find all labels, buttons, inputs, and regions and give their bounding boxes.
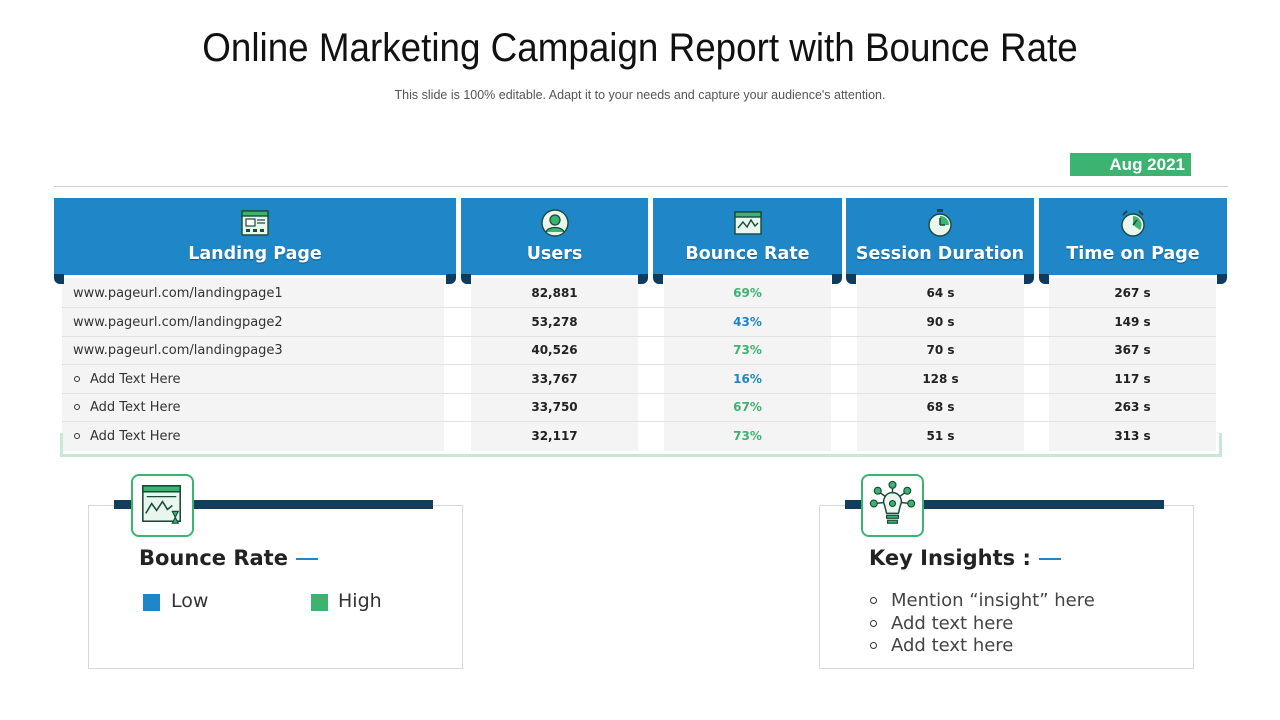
chart-window-icon xyxy=(733,211,762,235)
lightbulb-network-icon xyxy=(869,480,916,524)
column-header-label: Users xyxy=(526,244,583,264)
legend-label-low: Low xyxy=(171,590,209,612)
bounce-cell: 73% xyxy=(733,429,762,443)
bounce-card-title: Bounce Rate xyxy=(139,546,318,570)
column-header-label: Landing Page xyxy=(188,244,322,264)
table-bottom-frame xyxy=(60,433,1222,457)
user-icon xyxy=(540,209,569,237)
bullet-icon xyxy=(74,432,80,439)
column-header-label: Time on Page xyxy=(1066,244,1200,264)
users-cell: 40,526 xyxy=(531,343,578,357)
bullet-icon xyxy=(74,375,80,382)
bounce-cell: 16% xyxy=(733,372,762,386)
insight-item: Add text here xyxy=(870,613,1013,634)
divider xyxy=(54,186,1228,187)
legend-swatch-high xyxy=(311,594,328,611)
session-cell: 90 s xyxy=(926,315,955,329)
row-divider xyxy=(62,421,1216,422)
insight-item: Mention “insight” here xyxy=(870,590,1095,611)
page-subtitle: This slide is 100% editable. Adapt it to… xyxy=(394,88,886,102)
users-cell: 32,117 xyxy=(531,429,578,443)
column-header-label: Bounce Rate xyxy=(685,244,810,264)
bounce-cell: 73% xyxy=(733,343,762,357)
clock-icon xyxy=(928,209,952,237)
time-cell: 149 s xyxy=(1114,315,1151,329)
insights-card-icon-frame xyxy=(861,474,924,537)
legend-swatch-low xyxy=(143,594,160,611)
web-page-icon xyxy=(241,210,269,236)
time-cell: 263 s xyxy=(1114,400,1151,414)
landing-page-cell: www.pageurl.com/landingpage3 xyxy=(73,343,283,358)
bounce-card-icon-frame xyxy=(131,474,194,537)
column-header-session-duration: Session Duration xyxy=(846,198,1034,284)
legend-label-high: High xyxy=(338,590,382,612)
time-cell: 313 s xyxy=(1114,429,1151,443)
card-accent-bar xyxy=(114,500,433,509)
insights-card-title: Key Insights : xyxy=(869,546,1061,570)
bounce-cell: 67% xyxy=(733,400,762,414)
landing-page-cell: www.pageurl.com/landingpage2 xyxy=(73,315,283,330)
users-cell: 82,881 xyxy=(531,286,578,300)
bounce-cell: 69% xyxy=(733,286,762,300)
column-header-bounce-rate: Bounce Rate xyxy=(653,198,842,284)
stopwatch-icon xyxy=(1121,210,1145,237)
session-cell: 70 s xyxy=(926,343,955,357)
chart-window-icon xyxy=(142,485,181,524)
time-cell: 117 s xyxy=(1114,372,1151,386)
time-cell: 267 s xyxy=(1114,286,1151,300)
column-header-landing-page: Landing Page xyxy=(54,198,456,284)
landing-page-cell: www.pageurl.com/landingpage1 xyxy=(73,286,283,301)
row-divider xyxy=(62,336,1216,337)
date-badge: Aug 2021 xyxy=(1070,153,1191,176)
column-header-time-on-page: Time on Page xyxy=(1039,198,1227,284)
landing-page-cell: Add Text Here xyxy=(74,393,434,422)
page-title: Online Marketing Campaign Report with Bo… xyxy=(202,26,1078,70)
session-cell: 64 s xyxy=(926,286,955,300)
insight-item: Add text here xyxy=(870,635,1013,656)
time-cell: 367 s xyxy=(1114,343,1151,357)
users-cell: 33,750 xyxy=(531,400,578,414)
landing-page-cell: Add Text Here xyxy=(74,365,434,394)
bounce-cell: 43% xyxy=(733,315,762,329)
session-cell: 128 s xyxy=(922,372,959,386)
card-accent-bar xyxy=(845,500,1164,509)
row-divider xyxy=(62,307,1216,308)
bullet-icon xyxy=(74,403,80,410)
session-cell: 68 s xyxy=(926,400,955,414)
users-cell: 53,278 xyxy=(531,315,578,329)
row-divider xyxy=(62,393,1216,394)
column-header-users: Users xyxy=(461,198,648,284)
landing-page-cell: Add Text Here xyxy=(74,422,434,451)
column-header-label: Session Duration xyxy=(855,244,1025,264)
row-divider xyxy=(62,364,1216,365)
users-cell: 33,767 xyxy=(531,372,578,386)
session-cell: 51 s xyxy=(926,429,955,443)
